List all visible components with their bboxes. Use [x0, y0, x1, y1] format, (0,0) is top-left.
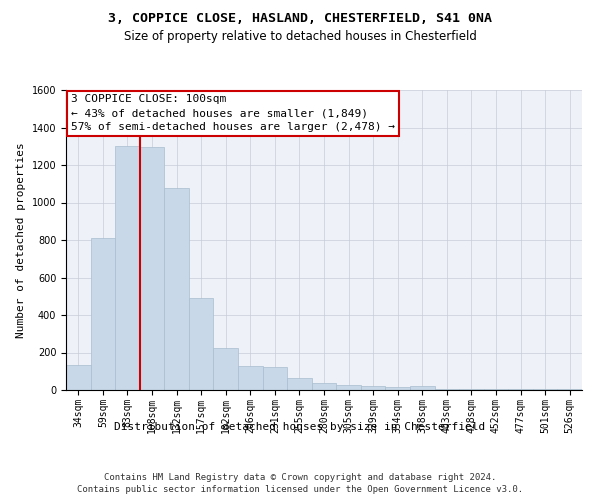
Bar: [140, 147, 164, 390]
Bar: [238, 366, 263, 390]
Bar: [287, 378, 312, 390]
Bar: [385, 387, 410, 390]
Text: Distribution of detached houses by size in Chesterfield: Distribution of detached houses by size …: [115, 422, 485, 432]
Text: 3, COPPICE CLOSE, HASLAND, CHESTERFIELD, S41 0NA: 3, COPPICE CLOSE, HASLAND, CHESTERFIELD,…: [108, 12, 492, 26]
Bar: [189, 298, 214, 390]
Text: Contains HM Land Registry data © Crown copyright and database right 2024.
Contai: Contains HM Land Registry data © Crown c…: [77, 472, 523, 494]
Bar: [66, 364, 91, 390]
Bar: [434, 389, 459, 390]
Bar: [336, 386, 361, 390]
Bar: [115, 146, 140, 390]
Bar: [214, 348, 238, 390]
Bar: [164, 188, 189, 390]
Bar: [312, 384, 336, 390]
Bar: [459, 389, 484, 390]
Bar: [91, 238, 115, 390]
Text: Size of property relative to detached houses in Chesterfield: Size of property relative to detached ho…: [124, 30, 476, 43]
Bar: [361, 386, 385, 390]
Bar: [410, 386, 434, 390]
Bar: [263, 366, 287, 390]
Text: 3 COPPICE CLOSE: 100sqm
← 43% of detached houses are smaller (1,849)
57% of semi: 3 COPPICE CLOSE: 100sqm ← 43% of detache…: [71, 94, 395, 132]
Y-axis label: Number of detached properties: Number of detached properties: [16, 142, 26, 338]
